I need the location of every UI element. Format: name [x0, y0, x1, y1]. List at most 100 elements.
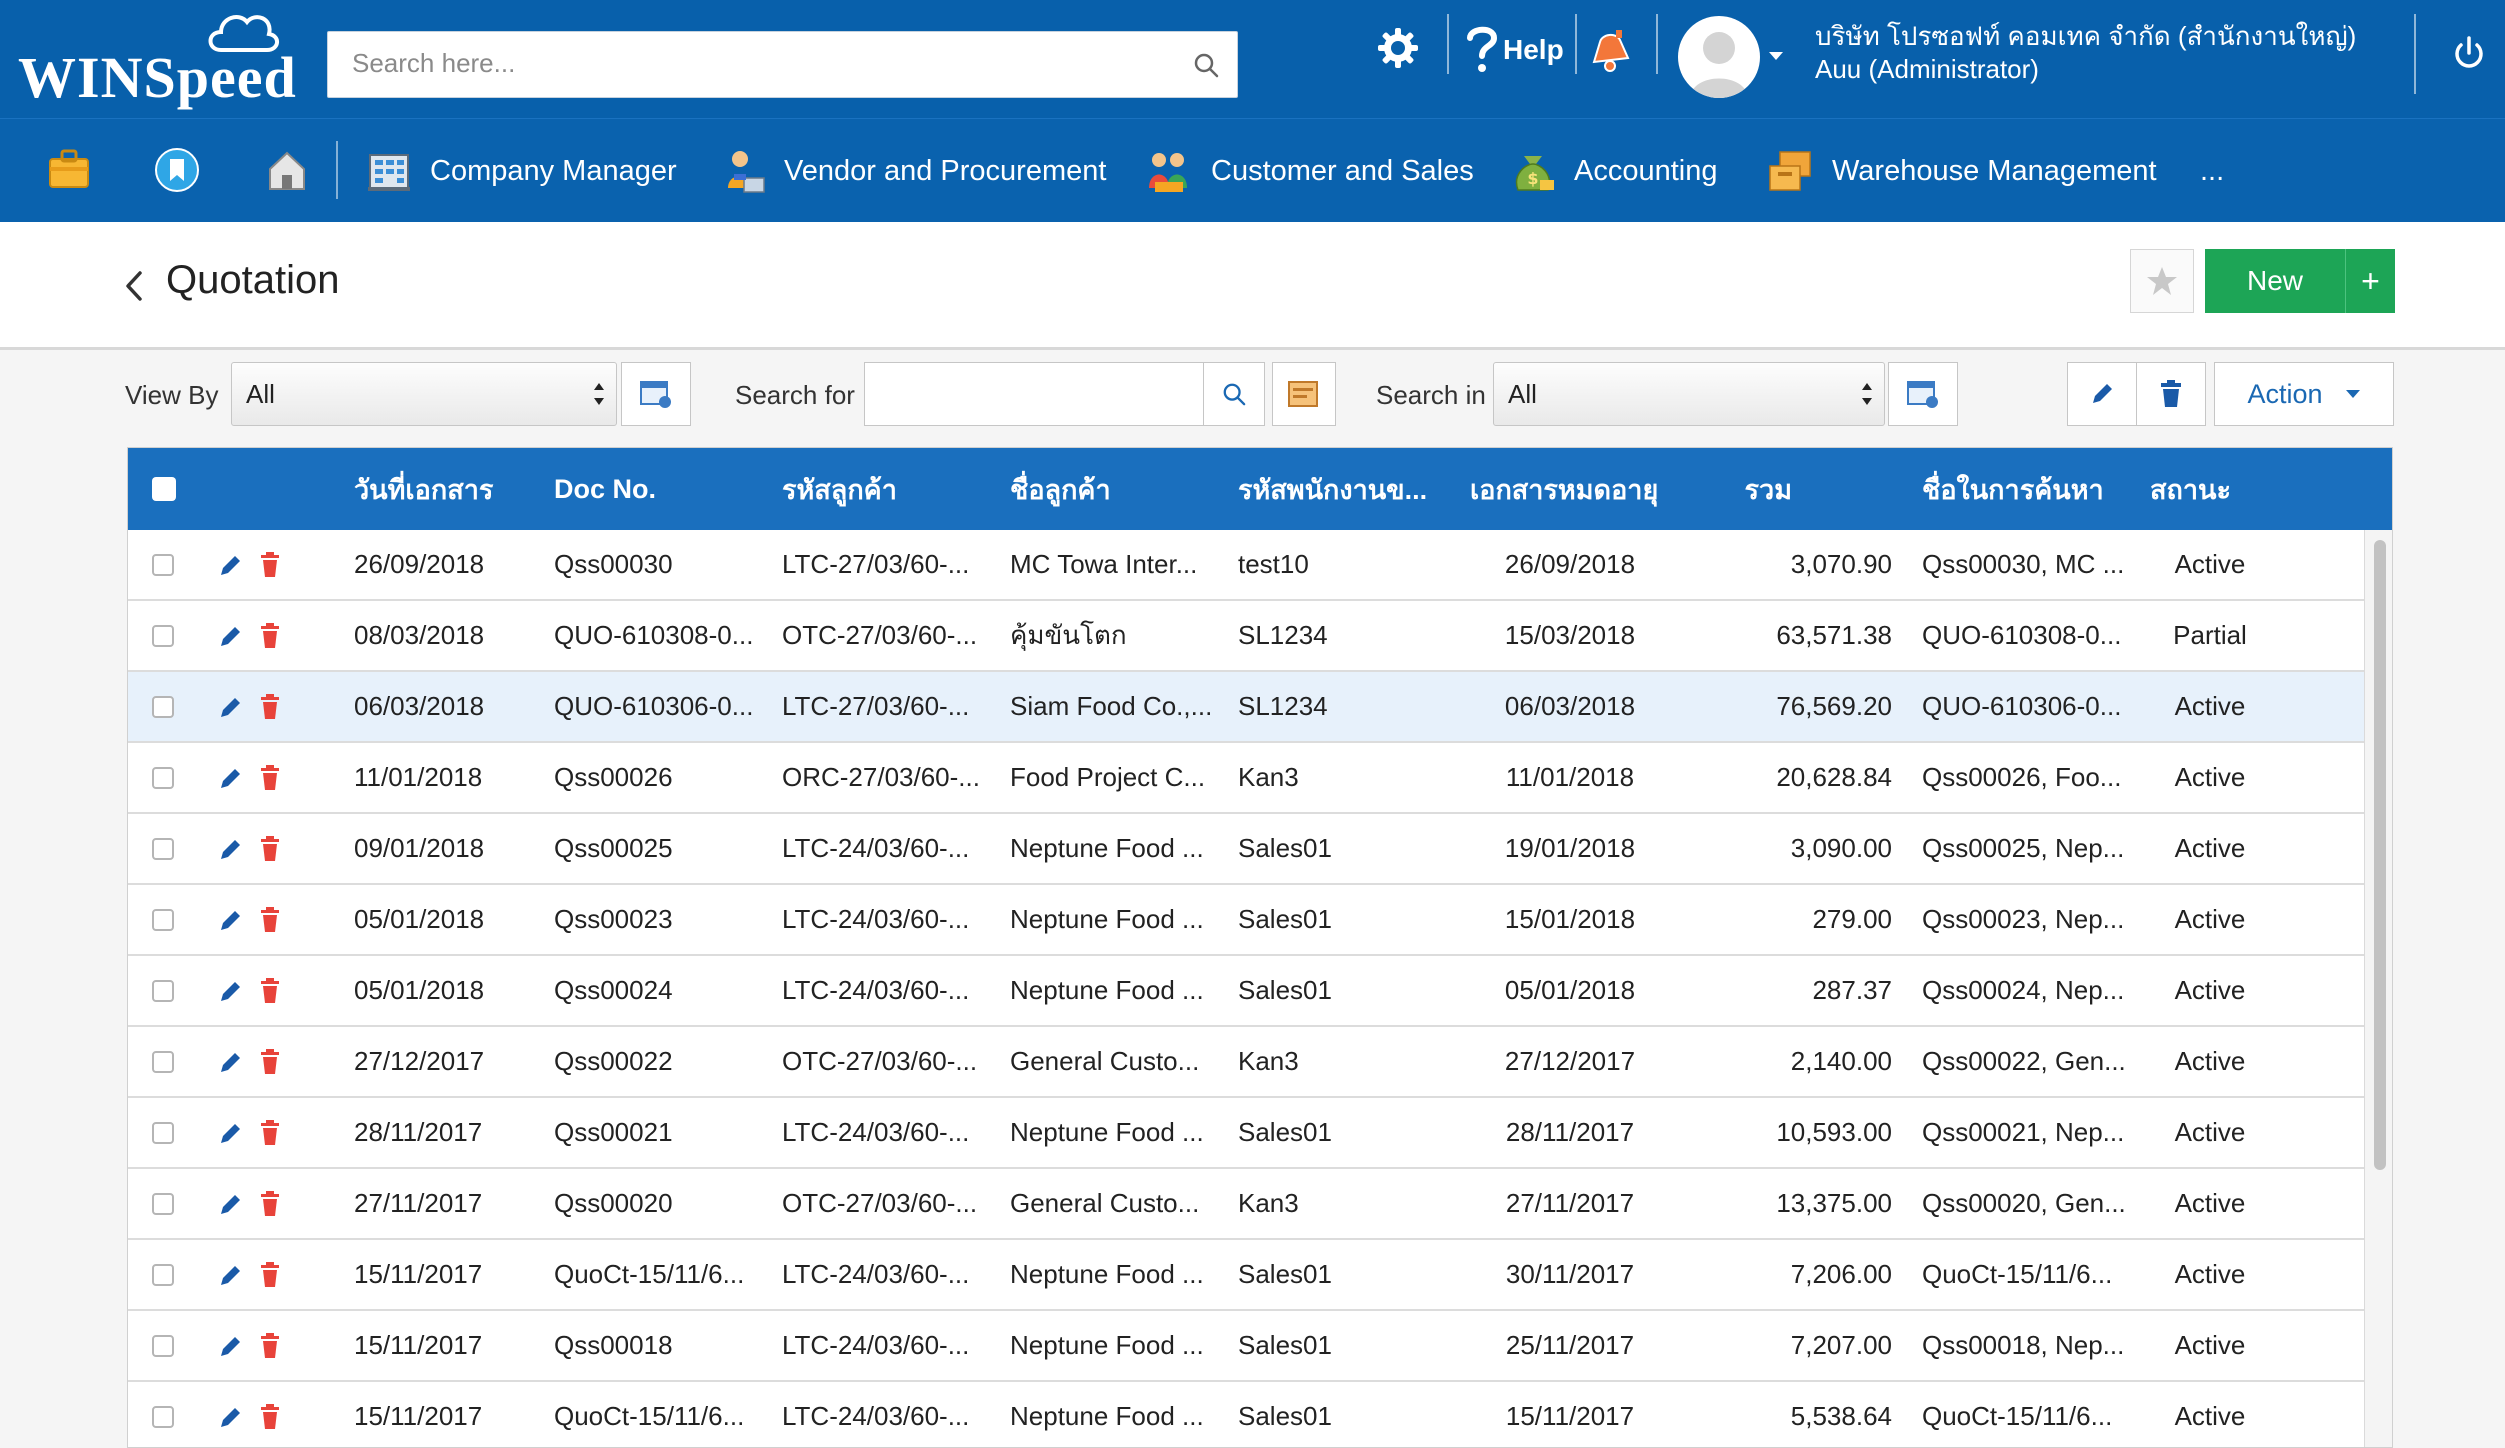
row-delete-button[interactable]: [260, 743, 286, 812]
search-in-settings-button[interactable]: [1888, 362, 1958, 426]
module-warehouse-management[interactable]: Warehouse Management: [1766, 119, 2157, 223]
table-row[interactable]: 06/03/2018 QUO-610306-0... LTC-27/03/60-..…: [128, 672, 2364, 743]
row-checkbox-cell[interactable]: [152, 885, 182, 954]
row-delete-button[interactable]: [260, 1382, 286, 1447]
table-row[interactable]: 05/01/2018 Qss00023 LTC-24/03/60-... Neptun…: [128, 885, 2364, 956]
row-delete-button[interactable]: [260, 1311, 286, 1380]
row-checkbox-cell[interactable]: [152, 1169, 182, 1238]
column-header[interactable]: เอกสารหมดอายุ: [1470, 474, 1659, 505]
row-checkbox[interactable]: [152, 766, 174, 789]
row-checkbox[interactable]: [152, 695, 174, 718]
table-row[interactable]: 15/11/2017 QuoCt-15/11/6... LTC-24/03/60-.…: [128, 1240, 2364, 1311]
module-accounting[interactable]: $ Accounting: [1510, 119, 1718, 223]
chevron-down-icon[interactable]: [1768, 50, 1784, 62]
row-checkbox[interactable]: [152, 1263, 174, 1286]
new-button[interactable]: New: [2205, 249, 2345, 313]
row-edit-button[interactable]: [218, 885, 248, 954]
table-scrollbar[interactable]: [2364, 530, 2392, 1447]
global-search-input[interactable]: [328, 32, 1168, 95]
row-edit-button[interactable]: [218, 1169, 248, 1238]
row-checkbox-cell[interactable]: [152, 672, 182, 741]
module-customer-sales[interactable]: Customer and Sales: [1145, 119, 1474, 223]
row-checkbox-cell[interactable]: [152, 956, 182, 1025]
row-checkbox[interactable]: [152, 624, 174, 647]
user-avatar[interactable]: [1678, 16, 1760, 98]
select-all-checkbox-cell[interactable]: [152, 448, 182, 530]
row-checkbox-cell[interactable]: [152, 1027, 182, 1096]
search-for-input[interactable]: [864, 362, 1204, 426]
search-button[interactable]: [1203, 362, 1265, 426]
column-header[interactable]: รวม: [1744, 474, 1792, 505]
briefcase-icon[interactable]: [46, 147, 92, 191]
row-checkbox-cell[interactable]: [152, 1240, 182, 1309]
row-delete-button[interactable]: [260, 814, 286, 883]
favorite-button[interactable]: [2130, 249, 2194, 313]
row-edit-button[interactable]: [218, 956, 248, 1025]
power-logout-icon[interactable]: [2452, 36, 2486, 72]
row-edit-button[interactable]: [218, 530, 248, 599]
home-settings-icon[interactable]: [266, 147, 308, 193]
row-edit-button[interactable]: [218, 814, 248, 883]
column-header[interactable]: Doc No.: [554, 473, 657, 504]
row-delete-button[interactable]: [260, 1098, 286, 1167]
select-all-checkbox[interactable]: [152, 477, 176, 501]
column-header[interactable]: ชื่อลูกค้า: [1010, 474, 1111, 505]
settings-gear-icon[interactable]: [1376, 26, 1420, 70]
column-header[interactable]: สถานะ: [2150, 474, 2231, 505]
bookmark-icon[interactable]: [154, 147, 200, 193]
table-row[interactable]: 11/01/2018 Qss00026 ORC-27/03/60-... Food P…: [128, 743, 2364, 814]
module-company-manager[interactable]: Company Manager: [366, 119, 677, 223]
row-checkbox[interactable]: [152, 837, 174, 860]
view-by-select[interactable]: All: [231, 362, 617, 426]
table-row[interactable]: 15/11/2017 QuoCt-15/11/6... LTC-24/03/60-.…: [128, 1382, 2364, 1447]
table-row[interactable]: 27/12/2017 Qss00022 OTC-27/03/60-... Genera…: [128, 1027, 2364, 1098]
row-checkbox[interactable]: [152, 553, 174, 576]
table-row[interactable]: 08/03/2018 QUO-610308-0... OTC-27/03/60-..…: [128, 601, 2364, 672]
column-header[interactable]: รหัสพนักงานข...: [1238, 474, 1428, 505]
row-checkbox-cell[interactable]: [152, 814, 182, 883]
module-more-menu[interactable]: ...: [2200, 119, 2224, 223]
advanced-search-button[interactable]: [1272, 362, 1336, 426]
row-delete-button[interactable]: [260, 956, 286, 1025]
row-delete-button[interactable]: [260, 601, 286, 670]
column-header[interactable]: รหัสลูกค้า: [782, 474, 897, 505]
scrollbar-thumb[interactable]: [2374, 540, 2386, 1170]
help-link[interactable]: Help: [1503, 34, 1564, 65]
row-checkbox-cell[interactable]: [152, 601, 182, 670]
row-checkbox[interactable]: [152, 1192, 174, 1215]
row-edit-button[interactable]: [218, 1240, 248, 1309]
row-checkbox[interactable]: [152, 1334, 174, 1357]
row-edit-button[interactable]: [218, 1098, 248, 1167]
new-dropdown-button[interactable]: +: [2345, 249, 2395, 313]
table-row[interactable]: 27/11/2017 Qss00020 OTC-27/03/60-... Genera…: [128, 1169, 2364, 1240]
row-edit-button[interactable]: [218, 601, 248, 670]
help-question-icon[interactable]: [1464, 24, 1500, 74]
row-checkbox[interactable]: [152, 979, 174, 1002]
table-row[interactable]: 05/01/2018 Qss00024 LTC-24/03/60-... Neptun…: [128, 956, 2364, 1027]
bulk-delete-button[interactable]: [2136, 362, 2206, 426]
row-checkbox-cell[interactable]: [152, 1382, 182, 1447]
row-checkbox-cell[interactable]: [152, 1311, 182, 1380]
notification-bell-icon[interactable]: [1586, 24, 1634, 74]
table-row[interactable]: 15/11/2017 Qss00018 LTC-24/03/60-... Neptun…: [128, 1311, 2364, 1382]
column-header[interactable]: วันที่เอกสาร: [354, 474, 494, 505]
row-checkbox-cell[interactable]: [152, 1098, 182, 1167]
view-settings-button[interactable]: [621, 362, 691, 426]
table-row[interactable]: 09/01/2018 Qss00025 LTC-24/03/60-... Neptun…: [128, 814, 2364, 885]
row-checkbox[interactable]: [152, 1405, 174, 1428]
row-checkbox[interactable]: [152, 1050, 174, 1073]
bulk-edit-button[interactable]: [2067, 362, 2137, 426]
row-checkbox[interactable]: [152, 908, 174, 931]
row-delete-button[interactable]: [260, 1027, 286, 1096]
row-delete-button[interactable]: [260, 530, 286, 599]
action-dropdown-button[interactable]: Action: [2214, 362, 2394, 426]
row-checkbox[interactable]: [152, 1121, 174, 1144]
row-edit-button[interactable]: [218, 743, 248, 812]
row-delete-button[interactable]: [260, 885, 286, 954]
back-chevron-icon[interactable]: [122, 270, 146, 302]
module-vendor-procurement[interactable]: Vendor and Procurement: [720, 119, 1106, 223]
row-edit-button[interactable]: [218, 1311, 248, 1380]
row-delete-button[interactable]: [260, 1169, 286, 1238]
search-icon[interactable]: [1193, 52, 1219, 78]
row-edit-button[interactable]: [218, 672, 248, 741]
